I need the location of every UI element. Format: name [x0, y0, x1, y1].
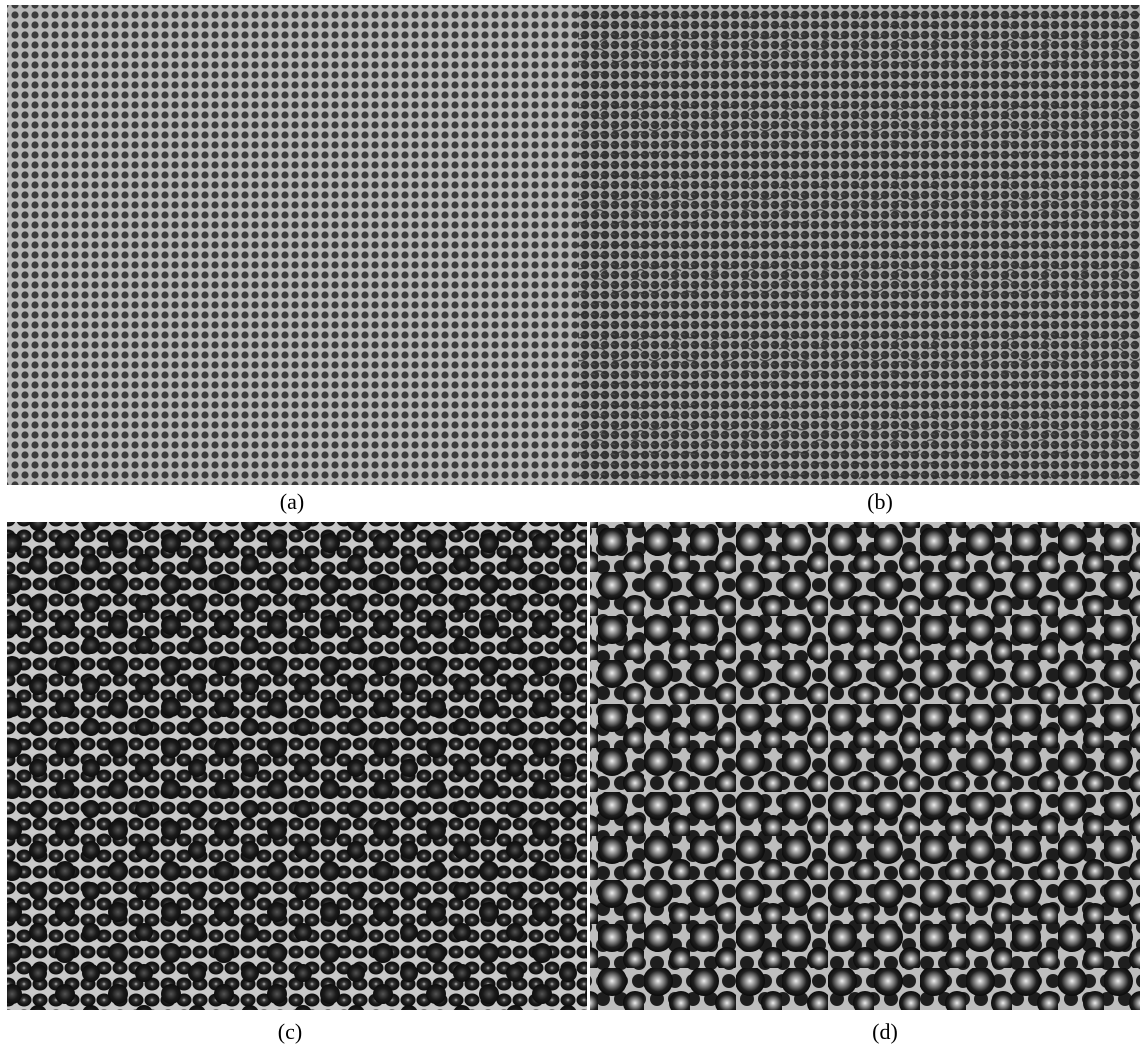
panel-image-a	[7, 5, 578, 485]
panel-label: (b)	[867, 489, 893, 514]
panel-texture-b	[578, 5, 1140, 485]
panel-texture-c	[7, 522, 587, 1010]
panel-label: (a)	[280, 489, 304, 514]
panel-label: (c)	[278, 1019, 302, 1044]
panel-texture-d	[590, 522, 1140, 1010]
panel-label: (d)	[872, 1019, 898, 1044]
